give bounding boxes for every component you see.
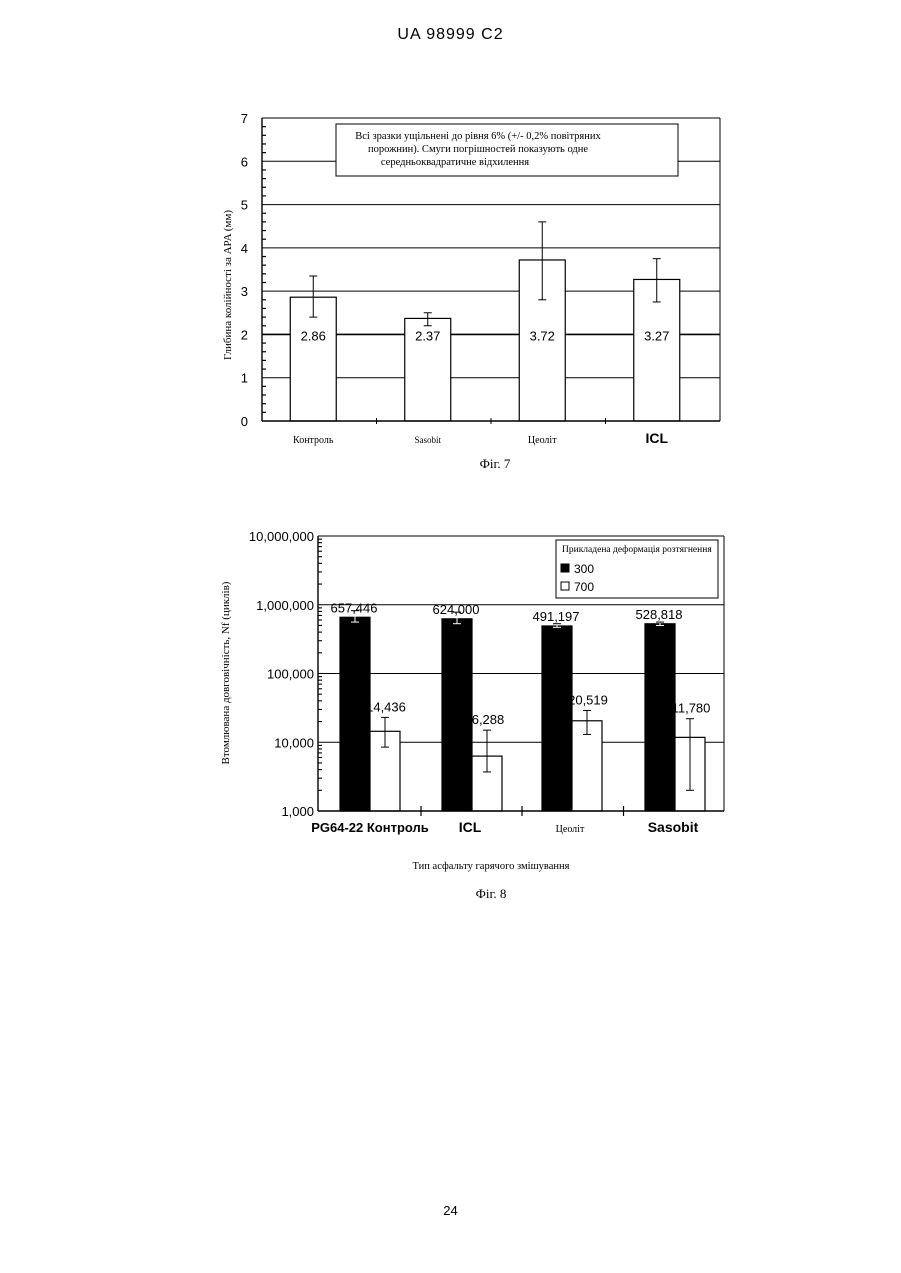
- fig8-legend-label-300: 300: [574, 562, 594, 576]
- fig8-legend-swatch-700: [561, 582, 569, 590]
- fig8-value-label-700: 11,780: [672, 701, 711, 716]
- fig7-y-tick-label: 7: [241, 111, 248, 126]
- fig8-x-tick-label: PG64-22 Контроль: [311, 820, 429, 835]
- fig8-y-tick-label: 1,000,000: [256, 598, 314, 613]
- fig7-y-tick-label: 0: [241, 414, 248, 429]
- fig8-x-tick-label: Цеоліт: [556, 824, 585, 835]
- fig8-legend-title: Прикладена деформація розтягнення: [562, 544, 712, 555]
- fig7-y-tick-label: 1: [241, 371, 248, 386]
- fig8-bar-300: [442, 619, 472, 811]
- figure-8-chart: 1,000 10,000 100,000 1,000,000 10,000,000 PG…: [0, 500, 901, 920]
- fig8-value-label-300: 491,197: [533, 609, 580, 624]
- fig8-value-label-300: 624,000: [433, 602, 480, 617]
- fig8-bar-300: [542, 626, 572, 811]
- fig8-value-label-300: 657,446: [331, 600, 378, 615]
- fig8-value-label-700: 14,436: [366, 699, 406, 714]
- fig8-legend-label-700: 700: [574, 580, 594, 594]
- fig8-bar-300: [645, 624, 675, 811]
- fig7-y-tick-label: 5: [241, 198, 248, 213]
- fig7-error-bars: [309, 222, 661, 326]
- fig8-caption: Фіг. 8: [476, 886, 507, 901]
- fig7-x-tick-labels: Контроль Sasobit Цеоліт ICL: [293, 430, 668, 446]
- fig7-value-labels: 2.86 2.37 3.72 3.27: [301, 328, 670, 343]
- fig7-annotation-line-2: порожнин). Смуги погрішностей показують …: [368, 144, 588, 155]
- fig7-x-tick-label: Sasobit: [414, 435, 441, 445]
- fig7-value-label: 2.37: [415, 328, 440, 343]
- fig8-value-label-700: 6,288: [472, 712, 505, 727]
- fig7-y-tick-label: 3: [241, 284, 248, 299]
- fig7-annotation-line-3: середньоквадратичне відхилення: [381, 157, 529, 168]
- fig7-x-tick-label: Цеоліт: [528, 435, 557, 446]
- fig7-caption: Фіг. 7: [480, 456, 511, 471]
- fig7-value-label: 2.86: [301, 328, 326, 343]
- fig8-x-tick-label: Sasobit: [648, 819, 699, 835]
- fig7-bars: [290, 260, 680, 421]
- fig8-y-axis-label: Втомлювана довговічність, Nf (циклів): [220, 581, 232, 764]
- fig8-x-tick-labels: PG64-22 Контроль ICL Цеоліт Sasobit: [311, 819, 698, 835]
- page-number: 24: [0, 1203, 901, 1218]
- fig8-x-tick-label: ICL: [459, 819, 482, 835]
- fig7-annotation-line-1: Всі зразки ущільнені до рівня 6% (+/- 0,…: [355, 131, 601, 142]
- fig7-y-axis-label: Глибина колійності за APA (мм): [222, 210, 234, 360]
- fig7-y-tick-labels: 0 1 2 3 4 5 6 7: [241, 111, 248, 429]
- fig8-y-tick-label: 100,000: [267, 667, 314, 682]
- fig8-y-tick-label: 1,000: [281, 804, 314, 819]
- fig8-y-tick-labels: 1,000 10,000 100,000 1,000,000 10,000,000: [249, 529, 314, 819]
- fig8-y-tick-label: 10,000: [274, 735, 314, 750]
- fig8-value-label-700: 20,519: [568, 692, 608, 707]
- fig7-value-label: 3.72: [530, 328, 555, 343]
- fig7-y-tick-label: 2: [241, 327, 248, 342]
- fig7-y-tick-label: 6: [241, 154, 248, 169]
- fig8-y-tick-label: 10,000,000: [249, 529, 314, 544]
- fig7-y-tick-label: 4: [241, 241, 248, 256]
- figure-7-chart: 01234567 КонтрольSasobitЦеолітICL 2.862.…: [0, 0, 901, 480]
- fig7-x-tick-label: Контроль: [293, 435, 334, 446]
- fig8-legend-swatch-300: [561, 564, 569, 572]
- fig8-value-label-300: 528,818: [636, 607, 683, 622]
- fig7-x-tick-label: ICL: [645, 430, 668, 446]
- fig8-x-axis-label: Тип асфальту гарячого змішування: [413, 861, 570, 872]
- fig7-value-label: 3.27: [644, 328, 669, 343]
